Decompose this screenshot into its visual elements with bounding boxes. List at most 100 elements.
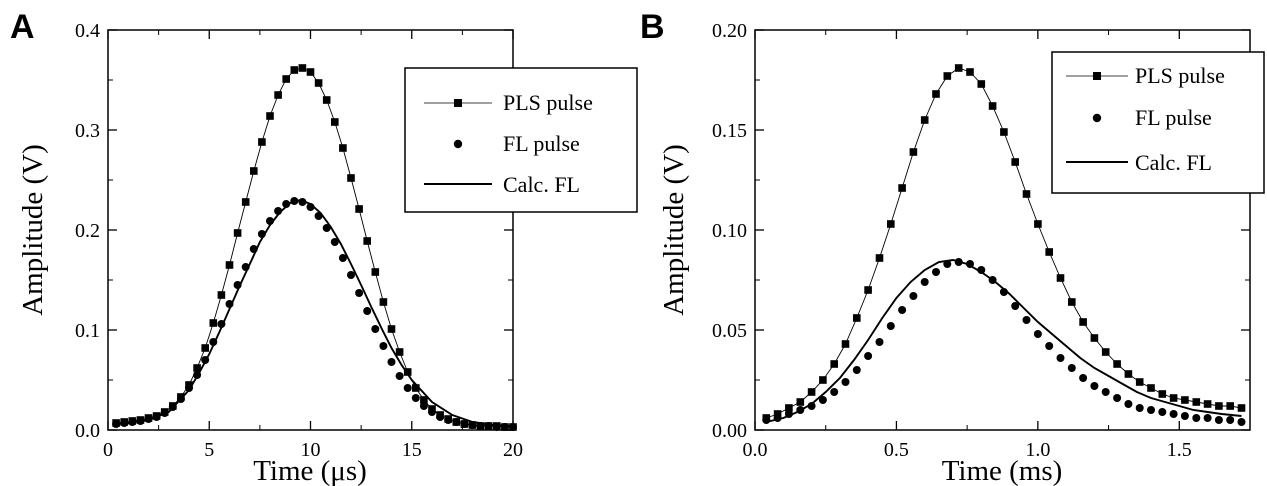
fl-pulse-point: [932, 268, 940, 276]
pls-pulse-point: [1226, 402, 1234, 410]
fl-pulse-point: [355, 289, 364, 297]
legend-square-marker-a: [454, 99, 462, 107]
x-tick-label: 1.0: [1025, 439, 1050, 461]
pls-pulse-point: [258, 138, 266, 146]
pls-pulse-point: [1192, 398, 1201, 406]
calc-fl-line: [766, 259, 1242, 423]
x-tick-label: 5: [204, 439, 214, 461]
fl-pulse-point: [818, 396, 827, 404]
fl-pulse-point: [1214, 416, 1223, 424]
pls-pulse-point: [807, 388, 816, 396]
pls-pulse-point: [282, 75, 290, 83]
y-tick-label: 0.10: [712, 220, 747, 242]
pls-pulse-point: [1215, 402, 1223, 410]
x-tick-label: 20: [503, 439, 523, 461]
fl-pulse-point: [363, 307, 372, 315]
legend-circle-marker-b: [1092, 113, 1102, 123]
series-a: [112, 64, 517, 431]
fl-pulse-point: [460, 420, 469, 428]
pls-pulse-point: [306, 68, 315, 76]
fl-pulse-point: [1237, 418, 1246, 426]
pls-pulse-point: [1181, 396, 1189, 404]
fl-pulse-point: [347, 271, 355, 279]
legend-label-calc-b: Calc. FL: [1135, 150, 1212, 175]
pls-pulse-point: [796, 398, 805, 406]
panel-a: A 0 5 10 15 20 0.0 0.1 0.2 0.3 0.4 Time (μs) Ampl…: [10, 8, 638, 486]
pls-pulse-point: [966, 68, 974, 76]
fl-pulse-point: [322, 224, 331, 232]
panel-label-b: B: [640, 8, 665, 46]
pls-pulse-point: [819, 376, 827, 384]
pls-pulse-point: [785, 404, 793, 412]
fl-pulse-point: [830, 388, 839, 396]
fl-pulse-point: [920, 278, 929, 286]
fl-pulse-point: [898, 306, 907, 314]
y-tick-label: 0.20: [712, 20, 747, 42]
fl-pulse-point: [395, 372, 404, 380]
pls-pulse-point: [233, 229, 242, 237]
ticks-b: 0.0 0.5 1.0 1.5 0.00 0.05 0.10 0.15 0.20: [712, 20, 1250, 461]
pls-pulse-point: [887, 220, 895, 228]
fl-pulse-point: [500, 423, 509, 431]
y-tick-label: 0.0: [75, 420, 100, 442]
pls-pulse-point: [932, 90, 940, 98]
legend-label-pls-b: PLS pulse: [1135, 63, 1225, 88]
fl-pulse-point: [1090, 382, 1099, 390]
fl-pulse-point: [403, 384, 412, 392]
fl-pulse-point: [841, 378, 850, 386]
fl-pulse-point: [875, 338, 884, 346]
x-axis-title-b: Time (ms): [942, 455, 1063, 486]
pls-pulse-point: [1203, 400, 1212, 408]
pls-pulse-point: [830, 360, 838, 368]
pls-pulse-point: [1101, 348, 1110, 356]
legend-box-b: [1051, 51, 1265, 194]
pls-pulse-point: [314, 79, 323, 87]
fl-pulse-point: [1067, 364, 1076, 372]
pls-pulse-point: [1034, 220, 1042, 228]
fl-pulse-point: [807, 402, 816, 410]
pls-pulse-point: [1237, 404, 1246, 412]
pls-pulse-point: [864, 286, 872, 294]
y-tick-label: 0.1: [75, 320, 100, 342]
fl-pulse-point: [864, 352, 873, 360]
fl-pulse-point: [428, 408, 436, 416]
y-tick-label: 0.4: [75, 20, 100, 42]
pls-pulse-point: [943, 72, 952, 80]
pls-pulse-point: [217, 291, 226, 299]
fl-pulse-point: [1011, 302, 1020, 310]
pls-pulse-point: [266, 112, 274, 120]
pls-pulse-point: [403, 368, 412, 376]
y-tick-label: 0.00: [712, 420, 747, 442]
fl-pulse-point: [1056, 354, 1065, 362]
pls-pulse-point: [875, 254, 884, 262]
pls-pulse-point: [1158, 390, 1167, 398]
pls-pulse-point: [355, 205, 363, 213]
y-axis-title-a: Amplitude (V): [17, 144, 49, 316]
fl-pulse-point: [330, 238, 339, 246]
x-tick-label: 1.5: [1167, 439, 1192, 461]
y-tick-label: 0.15: [712, 120, 747, 142]
pls-pulse-point: [371, 268, 380, 276]
fl-pulse-point: [509, 423, 517, 431]
pls-pulse-point: [241, 198, 250, 206]
calc-fl-line: [116, 198, 514, 427]
legend-box-a: [404, 67, 638, 213]
fl-pulse-point: [1226, 416, 1235, 424]
pls-pulse-point: [1090, 334, 1099, 342]
y-tick-label: 0.3: [75, 120, 100, 142]
fl-pulse-point: [387, 358, 396, 366]
pls-pulse-point: [1045, 248, 1053, 256]
pls-pulse-point: [1124, 370, 1133, 378]
pls-pulse-point: [954, 64, 963, 72]
pls-pulse-point: [841, 340, 850, 348]
pls-pulse-point: [201, 344, 209, 352]
fl-pulse-point: [1045, 342, 1054, 350]
legend-a: PLS pulse FL pulse Calc. FL: [404, 67, 638, 213]
series-b: [762, 64, 1246, 426]
legend-circle-marker-a: [453, 139, 463, 149]
fl-pulse-point: [1203, 414, 1212, 422]
fl-pulse-point: [371, 325, 380, 333]
pls-pulse-point: [420, 396, 428, 404]
pls-pulse-point: [193, 364, 201, 372]
